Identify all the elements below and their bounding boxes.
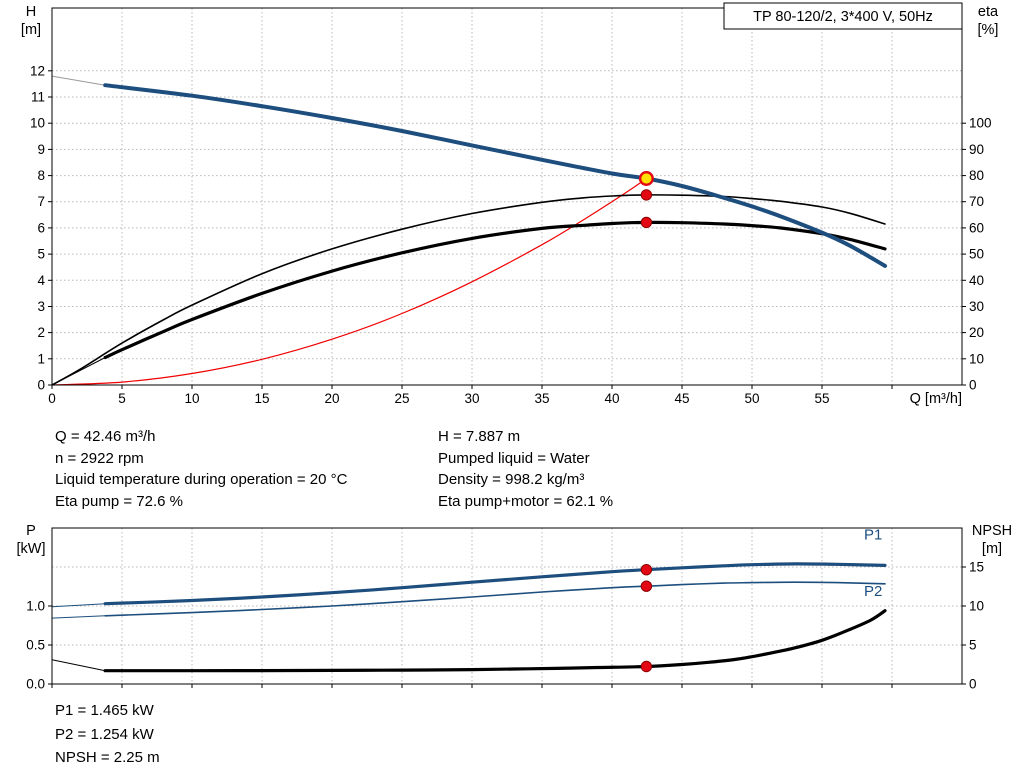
head-curve-extension — [51, 75, 106, 86]
x-tick-label: 30 — [464, 391, 479, 406]
left-axis-title: [m] — [21, 22, 41, 38]
system-curve — [51, 177, 647, 386]
left-tick-label: 2 — [37, 325, 45, 340]
x-axis-title: Q [m³/h] — [910, 391, 962, 407]
right-axis-title: [m] — [982, 541, 1002, 557]
right-tick-label: 60 — [969, 220, 984, 235]
right-tick-label: 20 — [969, 325, 984, 340]
info-line-speed: n = 2922 rpm — [55, 449, 144, 467]
left-axis-title: [kW] — [17, 541, 46, 557]
info-line-h: H = 7.887 m — [438, 428, 521, 445]
left-tick-label: 8 — [37, 168, 45, 183]
right-tick-label: 10 — [969, 351, 984, 366]
right-tick-label: 40 — [969, 273, 984, 288]
right-tick-label: 5 — [969, 638, 977, 653]
right-tick-label: 50 — [969, 247, 984, 262]
p1-curve — [103, 562, 887, 606]
head-curve — [103, 83, 887, 268]
x-tick-label: 10 — [184, 391, 199, 406]
x-tick-label: 0 — [48, 391, 56, 406]
info-line-eta-pump: Eta pump = 72.6 % — [55, 492, 183, 510]
info-line-q: Q = 42.46 m³/h — [55, 428, 156, 445]
left-tick-label: 6 — [37, 220, 45, 235]
x-tick-label: 40 — [604, 391, 619, 406]
info-line-pumped-liquid: Pumped liquid = Water — [438, 449, 590, 467]
left-axis-title: P — [26, 523, 36, 539]
x-tick-label: 15 — [254, 391, 269, 406]
right-tick-label: 30 — [969, 299, 984, 314]
info-line-eta-pump-motor: Eta pump+motor = 62.1 % — [438, 492, 614, 510]
curve-label-p2: P2 — [864, 583, 882, 600]
plot-border — [51, 7, 963, 386]
p2-point — [640, 580, 653, 592]
left-tick-label: 1.0 — [26, 599, 45, 614]
duty-point — [638, 170, 654, 186]
p2-extension — [51, 615, 106, 619]
right-axis-title: [%] — [978, 22, 999, 38]
right-tick-label: 15 — [969, 560, 984, 575]
left-tick-label: 12 — [30, 63, 45, 78]
p2-curve — [104, 581, 886, 617]
left-tick-label: 3 — [37, 299, 45, 314]
right-tick-label: 10 — [969, 599, 984, 614]
npsh-extension — [51, 659, 106, 672]
info-line-p1: P1 = 1.465 kW — [55, 702, 154, 719]
info-line-p2: P2 = 1.254 kW — [55, 725, 154, 743]
x-tick-label: 5 — [118, 391, 126, 406]
left-axis-title: H — [26, 4, 36, 20]
left-tick-label: 1 — [37, 351, 45, 366]
x-tick-label: 50 — [744, 391, 759, 406]
info-line-density: Density = 998.2 kg/m³ — [438, 471, 585, 488]
eta-pump-motor-extension — [51, 357, 106, 386]
pump-type-title: TP 80-120/2, 3*400 V, 50Hz — [753, 9, 933, 25]
eta-pump-motor-curve — [103, 220, 887, 360]
left-tick-label: 11 — [31, 90, 45, 105]
eta-pump-curve — [51, 194, 886, 386]
power-npsh-info: P1 = 1.465 kW P2 = 1.254 kW NPSH = 2.25 … — [55, 699, 160, 770]
x-tick-label: 55 — [814, 391, 829, 406]
x-tick-label: 20 — [324, 391, 339, 406]
info-line-liquid-temp: Liquid temperature during operation = 20… — [55, 471, 348, 488]
p1-extension — [51, 603, 106, 608]
left-tick-label: 0.0 — [26, 677, 45, 692]
right-tick-label: 100 — [969, 116, 992, 131]
x-tick-label: 35 — [534, 391, 549, 406]
right-tick-label: 0 — [969, 378, 977, 393]
right-tick-label: 70 — [969, 194, 984, 209]
right-tick-label: 90 — [969, 142, 984, 157]
operating-point-info-right: H = 7.887 m Pumped liquid = Water Densit… — [438, 426, 613, 512]
right-axis-title: eta — [978, 4, 999, 20]
p1-point — [640, 564, 653, 576]
left-tick-label: 0.5 — [26, 638, 45, 653]
x-tick-label: 25 — [394, 391, 409, 406]
eta-pump-motor-point — [640, 216, 653, 229]
left-tick-label: 4 — [37, 273, 45, 288]
x-tick-label: 45 — [674, 391, 689, 406]
npsh-point — [640, 660, 653, 673]
pump-type-box — [723, 2, 963, 30]
right-tick-label: 0 — [969, 677, 977, 692]
left-tick-label: 5 — [37, 247, 45, 262]
left-tick-label: 7 — [37, 194, 45, 209]
right-tick-label: 80 — [969, 168, 984, 183]
left-tick-label: 10 — [30, 116, 45, 131]
operating-point-info-left: Q = 42.46 m³/h n = 2922 rpm Liquid tempe… — [55, 426, 347, 512]
eta-pump-point — [640, 189, 653, 201]
right-axis-title: NPSH — [972, 523, 1012, 539]
left-tick-label: 9 — [37, 142, 45, 157]
hq-eta-chart: 0 5 10 15 20 25 30 35 40 45 50 55012345678910111201… — [21, 2, 999, 407]
power-npsh-chart: 0.0 0.5 1.0 0 5 10 15 P [kW] NPSH [m] P1 P2 — [17, 523, 1013, 692]
npsh-curve — [103, 609, 887, 673]
curve-label-p1: P1 — [864, 527, 882, 544]
info-line-npsh: NPSH = 2.25 m — [55, 749, 160, 766]
left-tick-label: 0 — [37, 378, 45, 393]
